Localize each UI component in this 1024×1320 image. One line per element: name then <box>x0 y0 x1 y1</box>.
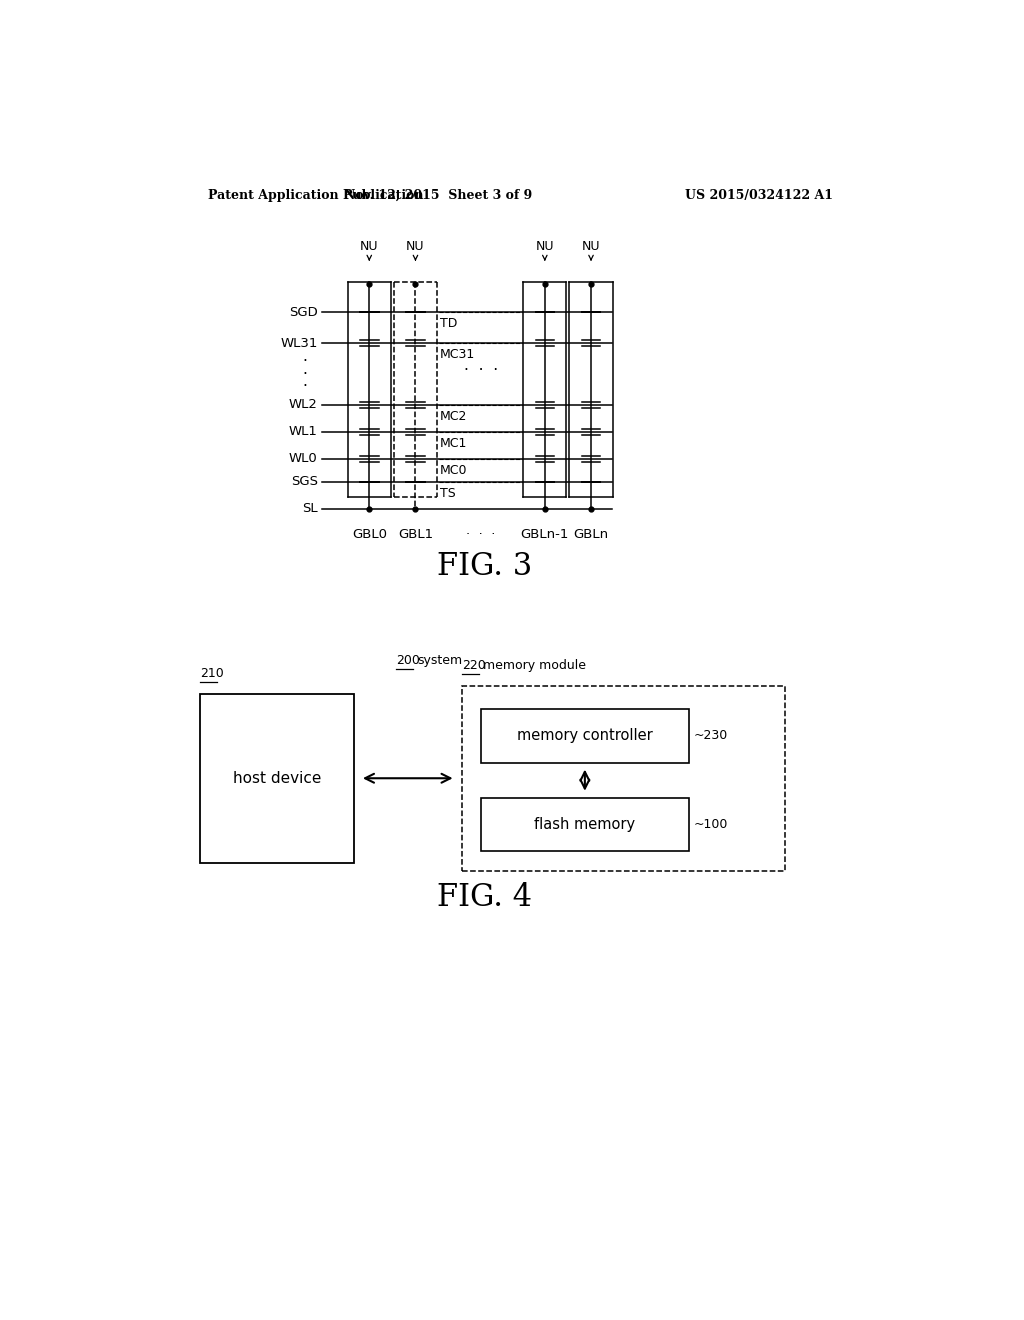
Text: 210: 210 <box>200 667 223 680</box>
Text: MC0: MC0 <box>440 463 468 477</box>
Text: Patent Application Publication: Patent Application Publication <box>208 189 423 202</box>
Text: SGD: SGD <box>289 306 317 319</box>
Text: memory controller: memory controller <box>517 729 652 743</box>
Text: WL2: WL2 <box>289 399 317 412</box>
Text: NU: NU <box>536 240 554 253</box>
Text: host device: host device <box>232 771 322 785</box>
Text: 200: 200 <box>396 653 420 667</box>
Text: SL: SL <box>302 502 317 515</box>
Text: GBL0: GBL0 <box>352 528 387 541</box>
Text: NU: NU <box>360 240 379 253</box>
Text: SGS: SGS <box>291 475 317 488</box>
Text: Nov. 12, 2015  Sheet 3 of 9: Nov. 12, 2015 Sheet 3 of 9 <box>344 189 532 202</box>
Text: 220: 220 <box>462 659 485 672</box>
Text: GBLn-1: GBLn-1 <box>520 528 569 541</box>
Text: WL0: WL0 <box>289 453 317 465</box>
Text: WL31: WL31 <box>281 337 317 350</box>
Text: ·
·
·: · · · <box>302 354 307 395</box>
Text: TD: TD <box>440 317 458 330</box>
Text: MC1: MC1 <box>440 437 468 450</box>
Text: TS: TS <box>440 487 456 500</box>
Text: US 2015/0324122 A1: US 2015/0324122 A1 <box>685 189 833 202</box>
Text: ·  ·  ·: · · · <box>466 528 496 541</box>
Text: MC2: MC2 <box>440 409 468 422</box>
Text: NU: NU <box>582 240 600 253</box>
Text: ~230: ~230 <box>693 730 728 742</box>
Text: WL1: WL1 <box>289 425 317 438</box>
Bar <box>481 797 689 851</box>
Text: NU: NU <box>407 240 425 253</box>
Bar <box>481 709 689 763</box>
Text: ~100: ~100 <box>693 818 728 832</box>
Text: system: system <box>418 653 463 667</box>
Text: FIG. 3: FIG. 3 <box>437 550 532 582</box>
Text: flash memory: flash memory <box>535 817 636 832</box>
Text: ·  ·  ·: · · · <box>464 363 498 378</box>
Text: GBL1: GBL1 <box>398 528 433 541</box>
Text: GBLn: GBLn <box>573 528 608 541</box>
Text: memory module: memory module <box>483 659 586 672</box>
Bar <box>200 693 354 863</box>
Bar <box>462 686 785 871</box>
Text: FIG. 4: FIG. 4 <box>437 882 532 913</box>
Text: MC31: MC31 <box>440 348 475 362</box>
